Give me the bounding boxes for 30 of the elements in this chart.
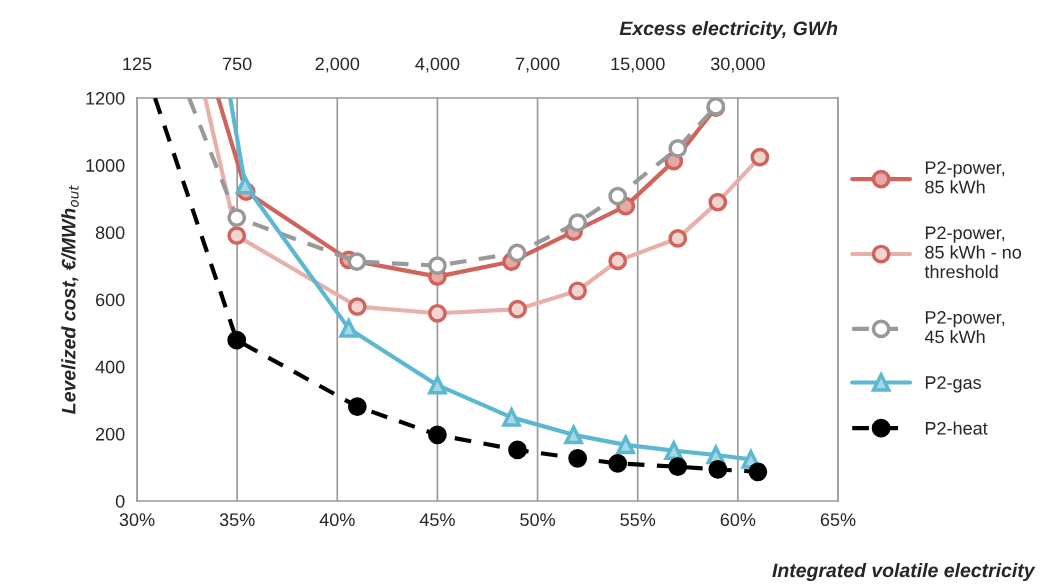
x-tick-label: 35% [219,513,255,527]
x-tick-label: 45% [419,513,455,527]
text: 7,000 [515,57,560,73]
x-tick-label: 60% [720,513,756,527]
legend-label: P2-power, 85 kWh [925,161,1005,194]
y-tick-label: 1000 [86,159,125,172]
x-axis-title: Integrated volatile electricity [772,562,1036,582]
x2-axis-title: Excess electricity, GWh [619,20,838,40]
text: 15,000 [611,57,665,73]
x-tick-label: 30% [119,513,155,527]
y-tick-label: 0 [115,494,125,508]
y-tick-label: 200 [95,427,125,441]
text: 2,000 [315,57,360,73]
legend-label: P2-gas [925,376,982,393]
y-tick-label: 800 [95,226,125,240]
x-tick-label: 50% [520,513,555,527]
x-tick-label: 55% [620,513,656,527]
y-axis-title: Levelized cost, €/MWh$_{out}$ [61,184,79,414]
y-tick-label: 1200 [86,91,125,105]
y-tick-label: 400 [95,360,125,374]
legend-label: P2-heat [925,421,988,435]
text: 125 [123,57,152,71]
legend-label: P2-power, 85 kWh - no threshold [924,226,1022,279]
y-tick-label: 600 [95,293,125,307]
text: 30,000 [710,57,765,73]
x-tick-label: 65% [820,513,856,527]
text: 4,000 [415,57,460,73]
text: 750 [223,57,252,71]
legend-label: P2-power, 45 kWh [924,311,1005,344]
x-tick-label: 40% [319,513,355,527]
